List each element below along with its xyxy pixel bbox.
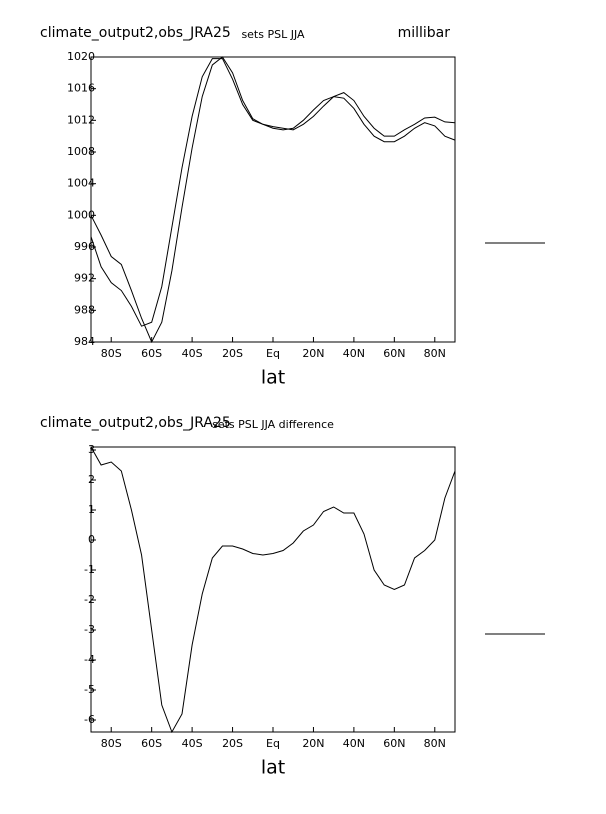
x-tick-label: 40S (182, 347, 203, 360)
data-line (90, 58, 456, 327)
y-tick-label: 3 (88, 443, 95, 456)
y-tick-label: -3 (84, 623, 95, 636)
x-tick-label: 80N (424, 347, 446, 360)
y-tick-label: 1012 (67, 113, 95, 126)
x-axis-label: lat (261, 367, 285, 389)
x-tick-label: 60N (383, 347, 405, 360)
y-tick-label: 992 (74, 272, 95, 285)
y-tick-label: -2 (84, 593, 95, 606)
units: millibar (398, 25, 451, 41)
data-line (90, 446, 456, 734)
x-tick-label: Eq (266, 737, 280, 750)
y-tick-label: 0 (88, 533, 95, 546)
x-tick-label: 80S (101, 347, 122, 360)
y-tick-label: 1 (88, 503, 95, 516)
x-axis-label: lat (261, 757, 285, 779)
x-tick-label: 40N (343, 737, 365, 750)
x-tick-label: 60N (383, 737, 405, 750)
y-tick-label: 1008 (67, 145, 95, 158)
y-tick-label: 996 (74, 240, 95, 253)
chart-subtitle: sets PSL JJA (241, 28, 305, 41)
chart-title: climate_output2,obs_JRA25 (40, 25, 231, 41)
y-tick-label: 1004 (67, 177, 95, 190)
chart-subtitle: sets PSL JJA difference (212, 418, 334, 431)
x-tick-label: 20N (302, 347, 324, 360)
x-tick-label: 60S (141, 737, 162, 750)
y-tick-label: 1000 (67, 208, 95, 221)
x-tick-label: 80N (424, 737, 446, 750)
x-tick-label: 20N (302, 737, 324, 750)
x-tick-label: 40N (343, 347, 365, 360)
x-tick-label: 20S (222, 737, 243, 750)
y-tick-label: -4 (84, 653, 95, 666)
x-tick-label: 40S (182, 737, 203, 750)
y-tick-label: -6 (84, 713, 95, 726)
chart-title: climate_output2,obs_JRA25 (40, 415, 231, 431)
data-line (90, 56, 456, 344)
y-tick-label: 1016 (67, 82, 95, 95)
x-tick-label: Eq (266, 347, 280, 360)
x-tick-label: 60S (141, 347, 162, 360)
y-tick-label: 2 (88, 473, 95, 486)
y-tick-label: 988 (74, 303, 95, 316)
x-tick-label: 80S (101, 737, 122, 750)
y-tick-label: 984 (74, 335, 95, 348)
y-tick-label: 1020 (67, 50, 95, 63)
x-tick-label: 20S (222, 347, 243, 360)
y-tick-label: -1 (84, 563, 95, 576)
y-tick-label: -5 (84, 683, 95, 696)
